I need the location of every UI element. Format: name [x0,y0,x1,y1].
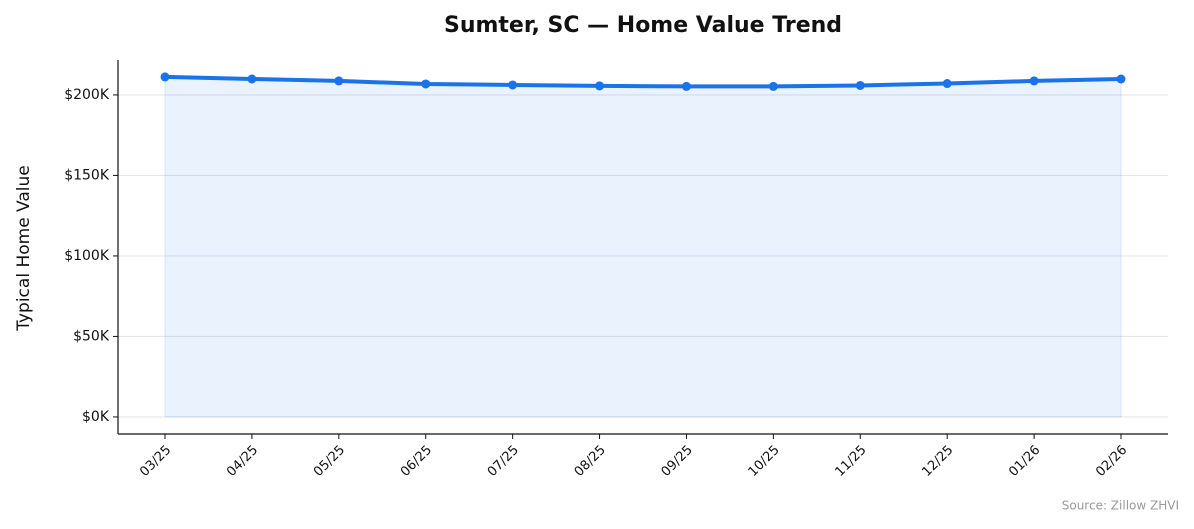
point [595,81,605,91]
x-tick-label: 10/25 [746,443,783,480]
x-tick-label: 03/25 [137,443,174,480]
chart-title: Sumter, SC — Home Value Trend [444,13,842,38]
y-tick-label: $200K [64,87,110,103]
x-tick-label: 04/25 [224,443,261,480]
y-tick-label: $150K [64,167,110,183]
y-axis-label: Typical Home Value [14,165,34,332]
point [768,81,778,91]
point [855,80,865,90]
y-tick-label: $50K [73,328,110,344]
point [421,79,431,89]
point [160,72,170,82]
point [1116,74,1126,84]
line [164,74,1122,89]
x-tick-label: 05/25 [311,443,348,480]
y-tick-label: $100K [64,248,110,264]
x-tick-label: 09/25 [659,443,696,480]
source-note: Source: Zillow ZHVI [1062,499,1179,513]
x-tick-label: 12/25 [919,443,956,480]
x-tick-label: 08/25 [572,443,609,480]
point [247,74,257,84]
point [508,80,518,90]
point [681,81,691,91]
x-tick-label: 02/26 [1093,443,1130,480]
x-tick-label: 11/25 [832,443,869,480]
y-tick-label: $0K [82,409,110,425]
x-tick-label: 06/25 [398,443,435,480]
x-tick-label: 01/26 [1006,443,1043,480]
area [164,76,1122,418]
point [942,79,952,89]
point [334,76,344,86]
x-tick-label: 07/25 [485,443,522,480]
point [1029,76,1039,86]
